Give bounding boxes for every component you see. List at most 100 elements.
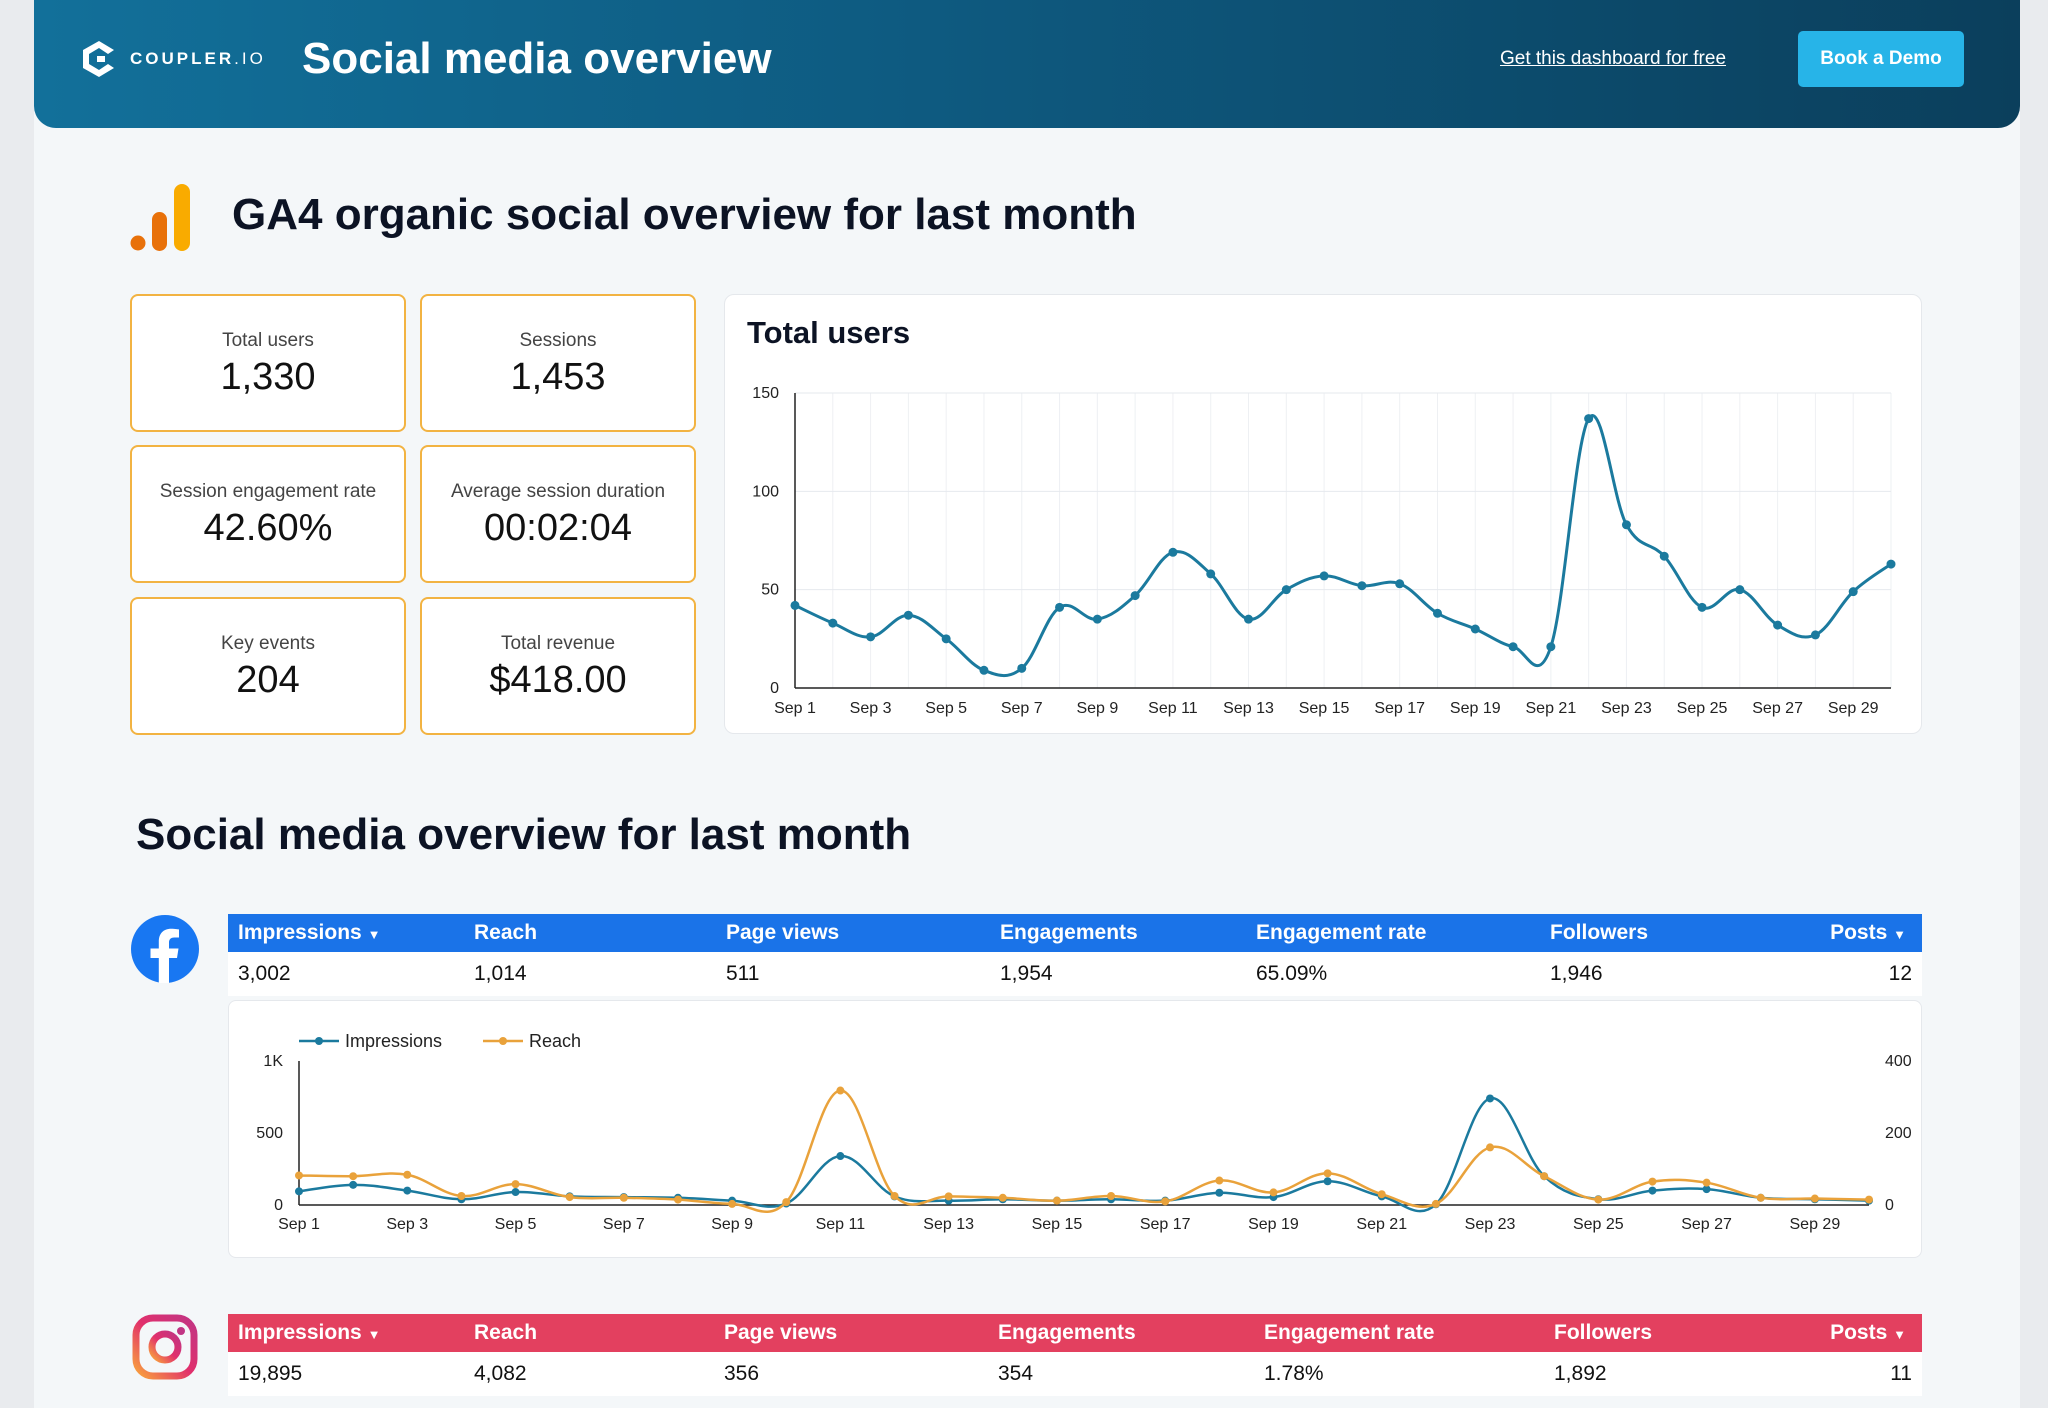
col-posts[interactable]: Posts ▼ (1830, 1321, 1906, 1344)
x-tick-label: Sep 9 (1076, 700, 1118, 717)
x-tick-label: Sep 5 (495, 1216, 537, 1233)
data-point (1319, 571, 1329, 581)
y-left-tick-label: 1K (263, 1053, 283, 1070)
data-point (673, 1195, 682, 1204)
y-tick-label: 150 (752, 385, 779, 402)
instagram-metrics-table: Impressions ▼ Reach Page views Engagemen… (228, 1314, 1922, 1396)
coupler-logo[interactable]: COUPLER.IO (78, 38, 266, 80)
y-left-tick-label: 500 (256, 1125, 283, 1142)
data-point (565, 1193, 574, 1202)
data-point (1810, 1194, 1819, 1203)
col-engagement-rate[interactable]: Engagement rate (1264, 1321, 1435, 1344)
total-users-chart-card: Total users 0 50 100 150 Sep 1 Sep 3 Sep 5 Sep … (724, 294, 1922, 734)
data-point (1648, 1186, 1657, 1195)
book-demo-button[interactable]: Book a Demo (1798, 31, 1964, 87)
x-tick-label: Sep 15 (1032, 1216, 1083, 1233)
data-point (349, 1180, 358, 1189)
y-left-tick-label: 0 (274, 1197, 283, 1214)
data-point (1130, 591, 1140, 601)
ga4-section-title: GA4 organic social overview for last mon… (232, 190, 1137, 239)
kpi-key-events: Key events 204 (130, 597, 406, 735)
kpi-label: Key events (221, 633, 315, 654)
get-dashboard-link[interactable]: Get this dashboard for free (1500, 48, 1727, 69)
data-point (1281, 585, 1291, 595)
facebook-metrics-table: Impressions ▼ Reach Page views Engagemen… (228, 914, 1922, 996)
y-right-tick-label: 200 (1885, 1125, 1912, 1142)
fb-followers: 1,946 (1550, 962, 1603, 985)
col-reach[interactable]: Reach (474, 1321, 538, 1344)
data-point (1168, 547, 1178, 557)
x-tick-label: Sep 21 (1526, 700, 1577, 717)
data-point (944, 1192, 953, 1201)
data-point (1756, 1193, 1765, 1202)
x-tick-label: Sep 3 (386, 1216, 428, 1233)
x-tick-label: Sep 5 (925, 700, 967, 717)
kpi-label: Total users (222, 330, 314, 351)
data-point (295, 1187, 303, 1196)
data-point (1323, 1169, 1332, 1178)
col-impressions[interactable]: Impressions ▼ (238, 1321, 381, 1344)
data-point (1486, 1143, 1495, 1152)
data-point (1735, 585, 1745, 595)
data-point (1810, 630, 1820, 640)
data-point (403, 1170, 412, 1179)
fb-reach: 1,014 (474, 962, 527, 985)
col-page-views[interactable]: Page views (726, 921, 840, 944)
kpi-label: Average session duration (450, 481, 666, 502)
col-impressions[interactable]: Impressions ▼ (238, 921, 381, 944)
data-point (1865, 1195, 1873, 1204)
col-page-views[interactable]: Page views (724, 1321, 838, 1344)
data-point (403, 1186, 412, 1195)
kpi-value: 00:02:04 (484, 507, 632, 549)
col-engagements[interactable]: Engagements (998, 1321, 1136, 1344)
fb-page-views: 511 (726, 962, 760, 985)
data-point (1432, 608, 1442, 618)
data-point (790, 600, 800, 610)
kpi-value: $418.00 (489, 659, 627, 701)
data-point (941, 634, 951, 644)
kpi-sessions: Sessions 1,453 (420, 294, 696, 432)
kpi-label: Session engagement rate (159, 481, 377, 502)
col-reach[interactable]: Reach (474, 921, 538, 944)
data-point (1848, 587, 1858, 597)
kpi-value: 42.60% (203, 507, 333, 549)
data-point (836, 1086, 845, 1095)
total-users-line (794, 414, 1892, 678)
sort-desc-icon: ▼ (367, 927, 381, 942)
social-section-title: Social media overview for last month (136, 810, 912, 859)
x-tick-label: Sep 23 (1465, 1216, 1516, 1233)
data-point (1697, 602, 1707, 612)
col-followers[interactable]: Followers (1554, 1321, 1653, 1344)
x-tick-label: Sep 11 (816, 1216, 866, 1233)
data-point (1323, 1177, 1332, 1186)
chart-title: Total users (747, 315, 911, 350)
x-tick-label: Sep 17 (1140, 1216, 1191, 1233)
x-tick-label: Sep 7 (603, 1216, 645, 1233)
legend-marker (315, 1037, 323, 1045)
x-tick-label: Sep 27 (1752, 700, 1803, 717)
data-point (1377, 1190, 1386, 1199)
col-followers[interactable]: Followers (1550, 921, 1649, 944)
data-point (1886, 559, 1896, 569)
data-point (1395, 579, 1405, 589)
x-tick-label: Sep 13 (1223, 700, 1274, 717)
page-title: Social media overview (302, 34, 772, 83)
legend-label: Reach (529, 1031, 581, 1051)
kpi-engagement-rate: Session engagement rate 42.60% (130, 445, 406, 583)
data-point (1648, 1177, 1657, 1186)
col-engagements[interactable]: Engagements (1000, 921, 1138, 944)
data-point (1486, 1094, 1495, 1103)
data-point (1702, 1178, 1711, 1187)
data-point (1357, 581, 1367, 591)
col-engagement-rate[interactable]: Engagement rate (1256, 921, 1427, 944)
x-tick-label: Sep 15 (1299, 700, 1350, 717)
legend-marker (499, 1037, 507, 1045)
col-posts[interactable]: Posts ▼ (1830, 921, 1906, 944)
data-point (1594, 1195, 1603, 1204)
data-point (1508, 642, 1518, 652)
data-point (1052, 1196, 1061, 1205)
ig-impressions: 19,895 (238, 1362, 303, 1385)
data-point (1659, 551, 1669, 561)
data-point (836, 1152, 845, 1161)
x-tick-label: Sep 29 (1828, 700, 1879, 717)
